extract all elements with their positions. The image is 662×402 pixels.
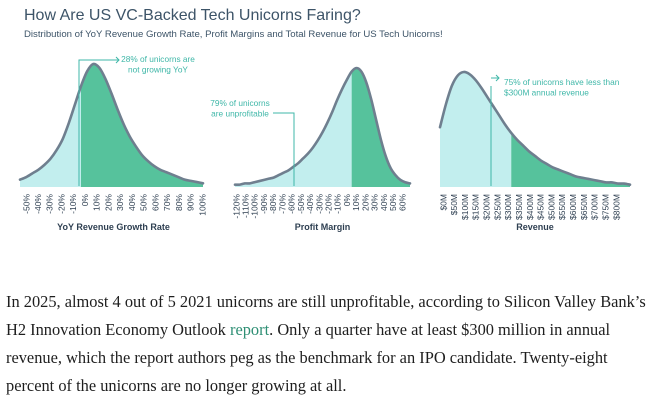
tick-label: $450M [536, 194, 546, 220]
tick-label: -60% [287, 194, 297, 214]
tick-label: 30% [115, 194, 125, 211]
tick-label: 30% [370, 194, 380, 211]
tick-label: $50M [449, 194, 459, 215]
tick-label: -20% [56, 194, 66, 214]
tick-label: 10% [92, 194, 102, 211]
tick-label: -120% [231, 194, 241, 219]
tick-label: 50% [139, 194, 149, 211]
tick-label: 20% [360, 194, 370, 211]
tick-label: $500M [546, 194, 556, 220]
article-paragraph: In 2025, almost 4 out of 5 2021 unicorns… [6, 288, 656, 400]
tick-label: -30% [314, 194, 324, 214]
annotation-text: 28% of unicorns are not growing YoY [121, 54, 195, 75]
area-below-split [20, 86, 81, 187]
revenue-panel: $0M $50M $100M $150M $200M $250M $300M $350M $40… [438, 70, 632, 232]
tick-label: -50% [21, 194, 31, 214]
tick-label: 100% [197, 194, 207, 216]
tick-label: $350M [514, 194, 524, 220]
article-text-after: . Only a quarter have at least $300 mill… [6, 320, 611, 395]
tick-label: $250M [492, 194, 502, 220]
tick-label: $0M [438, 194, 448, 211]
tick-label: -90% [259, 194, 269, 214]
tick-label: 80% [174, 194, 184, 211]
tick-label: -110% [240, 194, 250, 218]
article-text-before: In 2025, almost 4 out of 5 2021 unicorns… [6, 292, 646, 339]
tick-label: 50% [388, 194, 398, 211]
tick-label: $400M [525, 194, 535, 220]
tick-label: $800M [611, 194, 621, 220]
area-below-split [235, 71, 352, 187]
tick-label: -10% [333, 194, 343, 214]
profit-margin-axis-label: Profit Margin [295, 222, 351, 232]
revenue-axis-label: Revenue [516, 222, 554, 232]
tick-label: 10% [351, 194, 361, 211]
tick-label: -20% [323, 194, 333, 214]
tick-label: -40% [305, 194, 315, 214]
tick-label: $200M [482, 194, 492, 220]
tick-label: -80% [268, 194, 278, 214]
profit-margin-panel: -120% -110% -100% -90% -80% -70% -60% -50% -40% -… [210, 66, 412, 232]
annotation-connector [273, 112, 295, 186]
chart-subtitle: Distribution of YoY Revenue Growth Rate,… [24, 29, 443, 40]
tick-label: 40% [379, 194, 389, 211]
tick-label: 0% [80, 194, 90, 207]
tick-label: $650M [579, 194, 589, 220]
tick-label: -10% [68, 194, 78, 214]
distribution-curve [233, 66, 412, 187]
tick-label: $550M [557, 194, 567, 220]
tick-label: 40% [127, 194, 137, 211]
growth-rate-panel: -50% -40% -30% -20% -10% 0% 10% 20% 30% 40% 50% 60%… [18, 54, 207, 232]
tick-label: -100% [250, 194, 260, 219]
growth-rate-axis-label: YoY Revenue Growth Rate [57, 222, 170, 232]
tick-label: -70% [277, 194, 287, 214]
tick-label: $750M [600, 194, 610, 220]
tick-label: $100M [460, 194, 470, 220]
distribution-curve [18, 62, 205, 185]
area-above-split [511, 132, 630, 187]
annotation-arrow [115, 56, 120, 64]
tick-label: $150M [471, 194, 481, 220]
annotation-text: 79% of unicorns are unprofitable [210, 98, 270, 119]
tick-label: -30% [45, 194, 55, 214]
tick-label: 0% [342, 194, 352, 207]
area-above-split [351, 68, 410, 187]
tick-label: -40% [33, 194, 43, 214]
tick-label: 20% [103, 194, 113, 211]
tick-label: 90% [186, 194, 196, 211]
tick-label: 70% [162, 194, 172, 211]
tick-label: -50% [296, 194, 306, 214]
tick-label: 60% [397, 194, 407, 211]
chart-title: How Are US VC-Backed Tech Unicorns Farin… [24, 7, 361, 24]
annotation-text: 75% of unicorns have less than $300M annu… [504, 77, 620, 98]
tick-label: $300M [503, 194, 513, 220]
report-link[interactable]: report [229, 320, 270, 339]
unicorn-distribution-charts: -50% -40% -30% -20% -10% 0% 10% 20% 30% 40% 50% 60%… [18, 54, 632, 232]
tick-label: $700M [590, 194, 600, 220]
tick-label: $600M [568, 194, 578, 220]
distribution-curve [438, 70, 632, 186]
area-below-split [440, 71, 512, 187]
tick-label: 60% [150, 194, 160, 211]
annotation-connector [78, 59, 119, 186]
annotation-arrow [491, 74, 500, 82]
